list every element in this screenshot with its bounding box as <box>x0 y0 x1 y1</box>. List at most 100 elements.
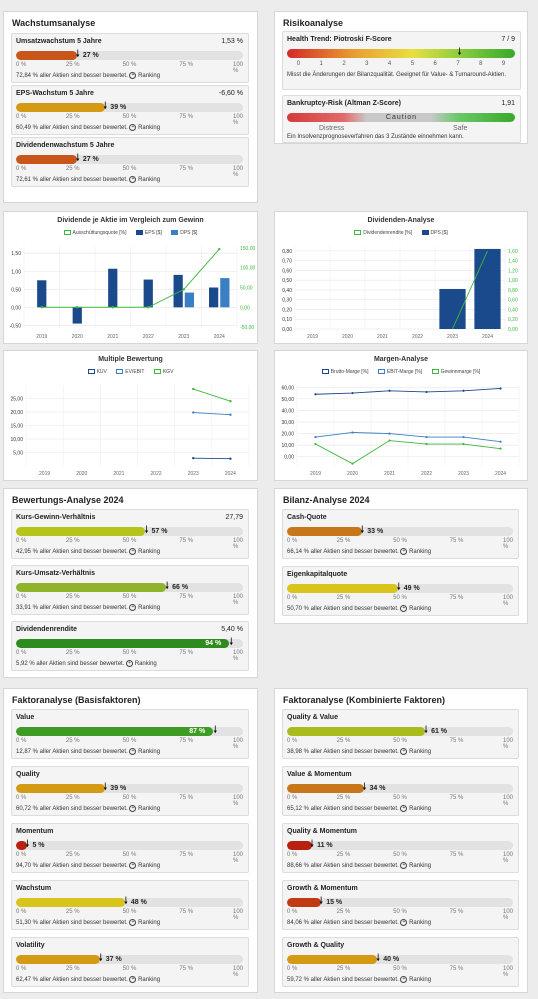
ranking-link[interactable]: + Ranking <box>129 72 160 79</box>
altman-label: Bankruptcy-Risk (Altman Z-Score) <box>287 100 401 107</box>
ranking-link[interactable]: + Ranking <box>129 919 160 926</box>
ranking-link[interactable]: + Ranking <box>129 176 160 183</box>
metric-footer-text: 12,87 % aller Aktien sind besser bewerte… <box>16 749 128 756</box>
tick-label: 75 % <box>179 909 194 915</box>
y-tick-label: 1,50 <box>11 251 21 257</box>
y-tick-label: 0,40 <box>282 288 292 294</box>
legend-dps2[interactable]: DPS [$] <box>421 230 448 236</box>
ranking-icon: + <box>129 748 137 755</box>
piotroski-scale-label: 1 <box>319 61 323 67</box>
y-tick-label: 1,00 <box>11 269 21 275</box>
metric-footer: 72,84 % aller Aktien sind besser bewerte… <box>16 72 160 79</box>
legend-gross[interactable]: Brutto-Marge [%] <box>321 369 368 375</box>
piotroski-scale-label: 0 <box>296 61 301 67</box>
legend-eps[interactable]: EPS [$] <box>135 230 162 236</box>
ranking-link[interactable]: + Ranking <box>129 748 161 756</box>
metric-box: Dividendenrendite 5,40 % 94 % 🠗 0 % 25 % 50 % 7… <box>11 621 249 671</box>
margin-chart-panel: Margen-Analyse Brutto-Marge [%] EBIT-Mar… <box>274 350 528 481</box>
series-point <box>425 390 428 394</box>
legend-payout[interactable]: Ausschüttungsquote [%] <box>63 230 126 236</box>
y-tick-label: 0,00 <box>11 305 21 311</box>
y-tick-label: 50,00 <box>281 397 294 403</box>
ranking-link[interactable]: + Ranking <box>129 604 160 611</box>
ranking-link[interactable]: + Ranking <box>129 805 160 812</box>
arrow-down-icon: 🠗 <box>164 581 170 592</box>
y-tick-label: 0,70 <box>282 259 292 265</box>
legend-dps[interactable]: DPS [$] <box>171 230 197 236</box>
ranking-link[interactable]: + Ranking <box>129 124 160 131</box>
tick-label: 75 % <box>449 538 464 544</box>
ranking-link[interactable]: + Ranking <box>400 605 431 612</box>
ranking-icon: + <box>129 919 137 926</box>
tick-label: 50 % <box>393 966 407 972</box>
payout-line <box>41 248 220 308</box>
tick-label: 100 % <box>502 795 513 807</box>
arrow-down-icon: 🠗 <box>103 782 108 793</box>
tick-label: 75 % <box>179 738 194 744</box>
tick-label: 75 % <box>449 738 464 744</box>
legend-net[interactable]: Gewinnmarge [%] <box>431 369 480 375</box>
altman-footer: Ein Insolvenzprognoseverfahren das 3 Zus… <box>287 134 464 140</box>
factor-basic-panel: Faktoranalyse (Basisfaktoren) Value 87 % 🠗… <box>3 688 258 993</box>
ranking-link[interactable]: + Ranking <box>400 748 431 755</box>
metric-bar-track <box>287 527 513 536</box>
legend-yield[interactable]: Dividendenrendite [%] <box>354 230 412 236</box>
altman-distress-label: Distress <box>319 125 345 132</box>
piotroski-footer: Misst die Änderungen der Bilanzqualität.… <box>287 72 507 78</box>
legend-kgv[interactable]: KGV <box>153 369 173 375</box>
tick-label: 50 % <box>122 795 137 801</box>
balance-title: Bilanz-Analyse 2024 <box>283 495 370 505</box>
ranking-link[interactable]: + Ranking <box>400 862 431 869</box>
tick-label: 50 % <box>393 538 407 544</box>
tick-label: 0 % <box>16 62 27 68</box>
tick-scale: 0 % 25 % 50 % 75 % 100 % <box>287 595 513 607</box>
metric-label: Wachstum <box>16 885 52 892</box>
y2-tick-label: 0,20 <box>508 317 518 323</box>
ranking-link[interactable]: + Ranking <box>400 976 431 983</box>
y2-tick-label: 0,00 <box>508 327 518 333</box>
ranking-label: Ranking <box>138 749 161 756</box>
metric-label: Dividendenwachstum 5 Jahre <box>16 142 115 149</box>
tick-label: 50 % <box>393 852 407 858</box>
ranking-link[interactable]: + Ranking <box>126 660 157 668</box>
ranking-link[interactable]: + Ranking <box>400 548 431 555</box>
tick-label: 50 % <box>122 166 137 172</box>
piotroski-scale-label: 3 <box>365 61 369 67</box>
metric-footer-text: 62,47 % aller Aktien sind besser bewerte… <box>16 977 128 984</box>
series-point <box>314 393 317 396</box>
x-tick-label: 2021 <box>377 334 388 340</box>
series-line <box>315 431 501 443</box>
metric-box: Quality 39 % 🠗 0 % 25 % 50 % 75 % 100 % 60,72 % … <box>11 766 249 816</box>
y-tick-label: 0,50 <box>11 287 21 293</box>
ranking-link[interactable]: + Ranking <box>400 919 431 926</box>
eps-bar <box>209 287 219 308</box>
div-legend: Dividendenrendite [%] DPS [$] <box>275 230 527 236</box>
ranking-link[interactable]: + Ranking <box>129 862 160 869</box>
legend-evebit[interactable]: EV/EBIT <box>116 369 144 375</box>
metric-label: Value <box>16 714 35 721</box>
ranking-label: Ranking <box>134 661 157 668</box>
div-eps-chart-panel: Dividende je Aktie im Vergleich zum Gewi… <box>3 211 258 344</box>
ranking-icon: + <box>129 548 137 555</box>
altman-zone-label: Caution <box>385 114 418 121</box>
metric-label: Quality <box>16 771 40 778</box>
y-tick-label: 10,00 <box>10 437 23 443</box>
series-point <box>462 435 465 439</box>
valuation-panel: Bewertungs-Analyse 2024 Kurs-Gewinn-Verh… <box>3 488 258 678</box>
metric-label: Dividendenrendite <box>16 626 78 633</box>
ranking-link[interactable]: + Ranking <box>129 548 160 555</box>
metric-footer: 94,70 % aller Aktien sind besser bewerte… <box>16 862 160 869</box>
ranking-link[interactable]: + Ranking <box>129 976 160 983</box>
legend-kuv[interactable]: KUV <box>87 369 107 375</box>
metric-footer: 66,14 % aller Aktien sind besser bewerte… <box>287 548 431 555</box>
metric-label: Cash-Quote <box>287 514 327 521</box>
y-tick-label: 30,00 <box>281 420 294 426</box>
x-tick-label: 2024 <box>482 334 493 340</box>
tick-label: 75 % <box>179 62 194 68</box>
metric-footer: 5,92 % aller Aktien sind besser bewertet… <box>16 660 157 667</box>
metric-value: 1,53 % <box>221 38 243 45</box>
tick-label: 75 % <box>449 795 464 801</box>
metric-percent: 33 % <box>367 528 384 535</box>
legend-ebit[interactable]: EBIT-Marge [%] <box>377 369 422 375</box>
ranking-link[interactable]: + Ranking <box>400 805 431 812</box>
